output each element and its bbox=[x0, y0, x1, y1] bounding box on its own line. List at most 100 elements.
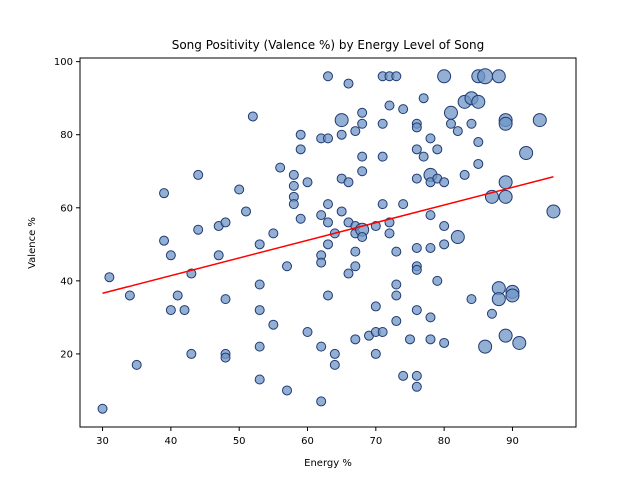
data-point bbox=[254, 279, 265, 290]
y-axis-title: Valence % bbox=[27, 217, 38, 269]
data-point bbox=[505, 288, 520, 303]
data-point bbox=[282, 261, 293, 272]
data-point bbox=[220, 352, 231, 363]
data-point bbox=[398, 370, 409, 381]
data-point bbox=[377, 199, 388, 210]
data-point bbox=[486, 308, 497, 319]
data-point bbox=[370, 348, 381, 359]
data-point bbox=[411, 305, 422, 316]
data-point bbox=[282, 385, 293, 396]
data-point bbox=[473, 137, 484, 148]
y-tick-label: 20 bbox=[60, 349, 73, 360]
x-axis: 30 40 50 60 70 80 90 bbox=[96, 427, 519, 447]
data-point bbox=[425, 133, 436, 144]
data-point bbox=[323, 71, 333, 82]
data-point bbox=[498, 116, 513, 131]
data-point bbox=[302, 327, 313, 338]
data-point bbox=[159, 188, 170, 199]
data-point bbox=[377, 118, 388, 129]
data-point bbox=[334, 113, 349, 128]
data-point bbox=[288, 180, 299, 191]
x-tick-label: 80 bbox=[438, 436, 451, 447]
trend-line bbox=[102, 176, 554, 295]
data-point bbox=[241, 206, 252, 217]
data-point bbox=[357, 107, 368, 118]
data-point bbox=[425, 242, 436, 253]
x-tick-label: 50 bbox=[233, 436, 246, 447]
data-point bbox=[268, 319, 279, 330]
data-point bbox=[425, 312, 436, 323]
data-point bbox=[439, 221, 450, 232]
y-tick-label: 60 bbox=[60, 203, 73, 214]
x-tick-label: 70 bbox=[369, 436, 382, 447]
data-point bbox=[329, 348, 340, 359]
data-point bbox=[418, 151, 429, 162]
data-point bbox=[411, 381, 422, 392]
y-tick-label: 100 bbox=[54, 57, 73, 68]
data-point bbox=[404, 334, 415, 345]
data-point bbox=[350, 334, 361, 345]
data-point bbox=[323, 217, 333, 228]
data-point bbox=[491, 69, 506, 84]
y-tick-label: 40 bbox=[60, 276, 73, 287]
data-point bbox=[425, 334, 436, 345]
data-point bbox=[302, 177, 313, 188]
data-point bbox=[288, 199, 299, 210]
data-point bbox=[498, 189, 513, 204]
data-point bbox=[343, 177, 354, 188]
data-point bbox=[254, 374, 265, 385]
data-point bbox=[268, 228, 279, 239]
data-point bbox=[512, 335, 527, 350]
data-point bbox=[316, 396, 327, 407]
data-point bbox=[466, 294, 477, 305]
data-points bbox=[97, 68, 561, 414]
data-point bbox=[357, 232, 368, 243]
data-point bbox=[418, 93, 429, 104]
plot-frame bbox=[79, 57, 577, 428]
data-point bbox=[336, 206, 347, 217]
data-point bbox=[377, 327, 388, 338]
data-point bbox=[411, 370, 422, 381]
data-point bbox=[254, 305, 265, 316]
data-point bbox=[443, 105, 458, 120]
data-point bbox=[104, 272, 115, 283]
x-axis-title: Energy % bbox=[304, 458, 352, 469]
data-point bbox=[384, 100, 395, 111]
data-point bbox=[350, 261, 361, 272]
x-tick-label: 30 bbox=[96, 436, 109, 447]
data-point bbox=[329, 359, 340, 370]
data-point bbox=[491, 292, 506, 307]
data-point bbox=[459, 169, 470, 180]
data-point bbox=[477, 68, 494, 85]
data-point bbox=[466, 118, 477, 129]
data-point bbox=[384, 228, 395, 239]
data-point bbox=[131, 359, 142, 370]
data-point bbox=[432, 144, 443, 155]
data-point bbox=[445, 118, 456, 129]
data-point bbox=[439, 239, 450, 250]
data-point bbox=[411, 242, 422, 253]
data-point bbox=[323, 199, 333, 210]
data-point bbox=[316, 257, 327, 268]
data-point bbox=[471, 94, 486, 109]
data-point bbox=[323, 290, 333, 301]
data-point bbox=[532, 113, 547, 128]
data-point bbox=[357, 166, 368, 177]
data-point bbox=[343, 78, 354, 89]
data-point bbox=[295, 144, 306, 155]
data-point bbox=[336, 129, 347, 140]
data-point bbox=[439, 337, 450, 348]
data-point bbox=[97, 403, 108, 414]
data-point bbox=[391, 246, 402, 257]
data-point bbox=[254, 341, 265, 352]
data-point bbox=[213, 250, 224, 261]
data-point bbox=[234, 184, 245, 195]
data-point bbox=[425, 210, 436, 221]
data-point bbox=[391, 279, 402, 290]
data-point bbox=[316, 210, 327, 221]
data-point bbox=[165, 250, 176, 261]
data-point bbox=[432, 275, 443, 286]
data-point bbox=[186, 348, 197, 359]
data-point bbox=[519, 145, 534, 160]
x-tick-label: 60 bbox=[301, 436, 314, 447]
